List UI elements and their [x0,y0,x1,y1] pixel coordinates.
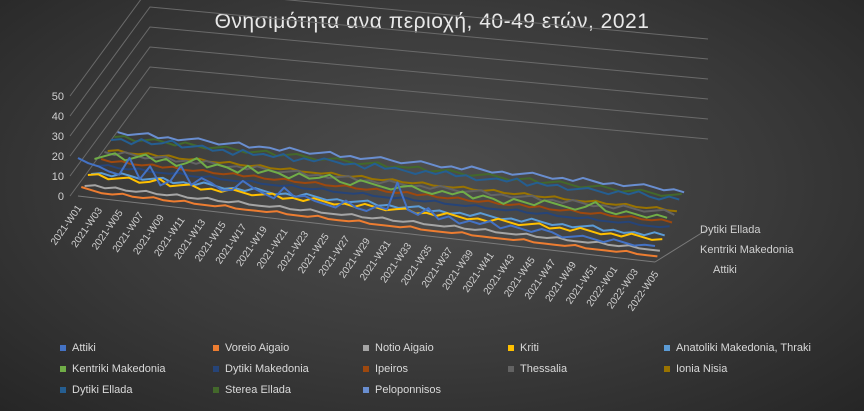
chart-title: Θνησιμότητα ανα περιοχή, 40-49 ετών, 202… [214,10,650,33]
series-line [107,149,678,213]
gridline-z-50 [69,0,709,97]
legend-label: Ipeiros [375,363,409,375]
series-line [81,186,658,258]
legend-swatch [363,387,369,393]
series-line [104,151,675,216]
legend-swatch [213,366,219,372]
legend-swatch [60,387,66,393]
z-tick-label: 20 [52,151,64,163]
floor-front-edge [77,195,656,263]
legend-label: Voreio Aigaio [225,342,290,354]
gridline-z-40 [69,6,709,117]
z-tick-label: 30 [52,131,64,143]
legend-swatch [363,345,369,351]
legend-swatch [363,366,369,372]
legend-label: Kriti [520,342,539,354]
legend-label: Peloponnisos [375,384,442,396]
series-line [94,152,668,219]
legend-label: Ionia Nisia [676,363,728,375]
legend-item: Sterea Ellada [213,382,291,398]
legend-item: Kentriki Makedonia [60,361,166,377]
legend-swatch [213,387,219,393]
legend-item: Anatoliki Makedonia, Thraki [664,340,811,356]
series-line [84,184,661,252]
legend-swatch [60,345,66,351]
legend-item: Kriti [508,340,539,356]
gridline-z-20 [69,46,709,157]
depth-tick-label: Kentriki Makedonia [700,244,794,256]
legend-label: Attiki [72,342,96,354]
legend-label: Anatoliki Makedonia, Thraki [676,342,811,354]
floor-right-edge [654,228,709,263]
series-line [77,156,656,247]
series-line [100,158,673,224]
depth-tick-label: Dytiki Ellada [700,224,761,236]
series-line [110,138,680,201]
legend-item: Thessalia [508,361,567,377]
z-tick-label: 10 [52,171,64,183]
legend-item: Ipeiros [363,361,408,377]
legend-item: Dytiki Makedonia [213,361,309,377]
legend-item: Peloponnisos [363,382,441,398]
legend-swatch [508,366,514,372]
depth-tick-label: Attiki [713,264,737,276]
legend-item: Notio Aigaio [363,340,434,356]
gridline-z-30 [69,26,709,137]
legend-label: Thessalia [520,363,568,375]
z-tick-label: 40 [52,111,64,123]
gridline-z-10 [69,66,709,177]
legend-swatch [664,366,670,372]
legend-label: Notio Aigaio [375,342,434,354]
legend-item: Dytiki Ellada [60,382,133,398]
z-tick-label: 50 [52,91,64,103]
axis-layer: 010203040502021-W012021-W032021-W052021-… [49,91,794,314]
series-line [117,131,685,194]
legend-item: Voreio Aigaio [213,340,289,356]
series-layer [77,131,685,258]
legend-swatch [664,345,670,351]
legend-item: Ionia Nisia [664,361,727,377]
grid-layer [69,0,709,263]
gridline-z-0 [69,86,709,197]
series-line [97,164,670,229]
legend: Attiki Voreio Aigaio Notio Aigaio Kriti Anat… [60,340,850,406]
legend-label: Kentriki Makedonia [72,363,166,375]
legend-swatch [213,345,219,351]
legend-item: Attiki [60,340,96,356]
legend-swatch [508,345,514,351]
legend-swatch [60,366,66,372]
legend-label: Dytiki Makedonia [225,363,309,375]
z-tick-label: 0 [58,191,64,203]
legend-label: Sterea Ellada [225,384,292,396]
legend-label: Dytiki Ellada [72,384,133,396]
